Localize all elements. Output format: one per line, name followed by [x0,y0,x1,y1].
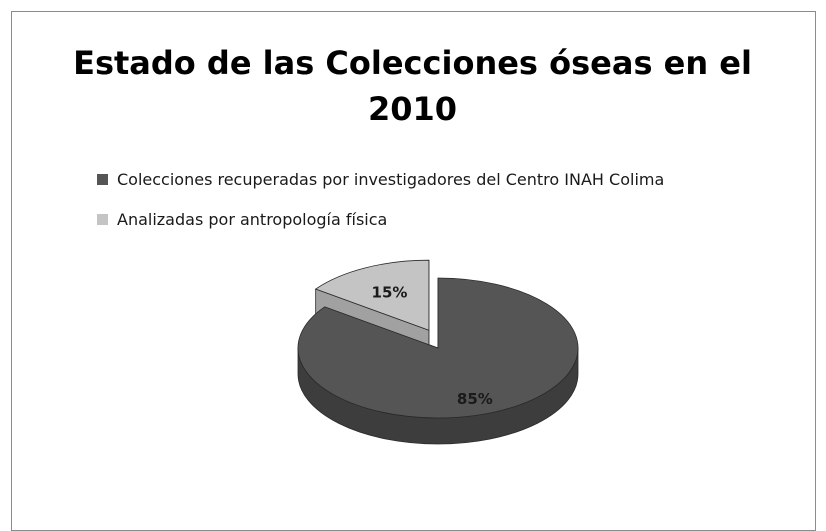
legend-item-analizadas: Analizadas por antropología física [97,199,664,239]
data-label-0: 85% [457,390,493,408]
data-label-1: 15% [372,284,408,302]
chart-title: Estado de las Colecciones óseas en el 20… [73,44,752,128]
legend-label-recuperadas: Colecciones recuperadas por investigador… [117,169,665,189]
legend-swatch-analizadas [97,213,108,225]
legend-label-analizadas: Analizadas por antropología física [117,209,388,229]
pie-slice-0 [297,277,579,419]
legend-swatch-recuperadas [97,173,108,185]
pie-slice-1 [314,259,430,331]
pie-chart: 85% 15% [297,259,579,445]
chart-legend: Colecciones recuperadas por investigador… [97,159,664,239]
legend-item-recuperadas: Colecciones recuperadas por investigador… [97,159,664,199]
